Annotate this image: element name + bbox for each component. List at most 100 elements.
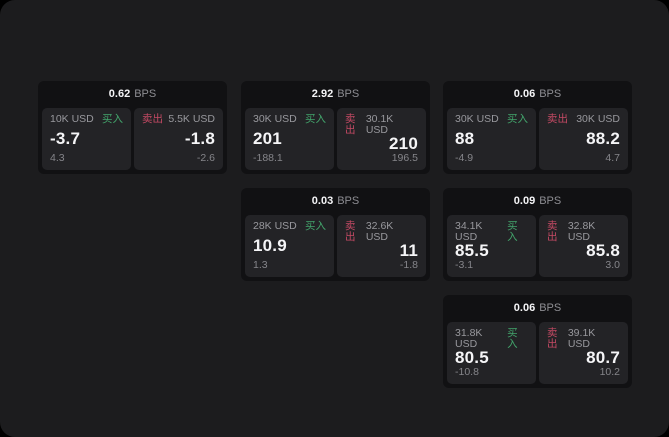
card-header: 0.06 BPS <box>443 295 632 322</box>
bps-unit: BPS <box>539 302 562 314</box>
card-body: 10K USD 买入 -3.7 4.3 卖出 5.5K USD -1.8 -2.… <box>38 108 227 170</box>
bps-unit: BPS <box>539 195 562 207</box>
bps-value: 0.06 <box>513 302 536 314</box>
buy-panel[interactable]: 31.8K USD 买入 80.5 -10.8 <box>447 322 536 384</box>
buy-side-label: 买入 <box>102 113 123 125</box>
card-body: 30K USD 买入 201 -188.1 卖出 30.1K USD 210 1… <box>241 108 430 170</box>
sell-price: 210 <box>389 134 418 154</box>
sell-amount: 30.1K USD <box>365 113 394 136</box>
bps-value: 0.06 <box>513 88 536 100</box>
card-body: 30K USD 买入 88 -4.9 卖出 30K USD 88.2 4.7 <box>443 108 632 170</box>
buy-side-label: 买入 <box>507 113 528 125</box>
buy-price: 80.5 <box>455 348 489 368</box>
sell-panel[interactable]: 卖出 32.6K USD 11 -1.8 <box>337 215 426 277</box>
sell-change: 3.0 <box>605 258 620 271</box>
buy-price: 85.5 <box>455 241 489 261</box>
sell-change: -2.6 <box>196 151 215 164</box>
sell-side-label: 卖出 <box>142 113 163 125</box>
buy-side-label: 买入 <box>305 113 326 125</box>
buy-panel[interactable]: 34.1K USD 买入 85.5 -3.1 <box>447 215 536 277</box>
bps-value: 0.09 <box>513 195 536 207</box>
sell-amount: 32.8K USD <box>567 220 596 243</box>
sell-panel[interactable]: 卖出 39.1K USD 80.7 10.2 <box>539 322 628 384</box>
sell-amount: 32.6K USD <box>365 220 394 243</box>
sell-change: 196.5 <box>391 151 418 164</box>
card-body: 31.8K USD 买入 80.5 -10.8 卖出 39.1K USD 80.… <box>443 322 632 384</box>
sell-side-label: 卖出 <box>345 113 356 136</box>
sell-change: 4.7 <box>605 151 620 164</box>
buy-panel[interactable]: 30K USD 买入 201 -188.1 <box>245 108 334 170</box>
buy-panel-top: 28K USD 买入 <box>253 221 326 232</box>
card-header: 0.62 BPS <box>38 81 227 108</box>
buy-change: 1.3 <box>253 258 268 271</box>
sell-side-label: 卖出 <box>547 113 568 125</box>
sell-panel-top: 卖出 30K USD <box>547 114 620 125</box>
bps-value: 2.92 <box>311 88 334 100</box>
quote-card-3: 0.06 BPS 30K USD 买入 88 -4.9 卖出 30K USD 8… <box>443 81 632 174</box>
buy-panel[interactable]: 30K USD 买入 88 -4.9 <box>447 108 536 170</box>
bps-unit: BPS <box>539 88 562 100</box>
buy-change: -188.1 <box>253 151 283 164</box>
sell-panel-top: 卖出 32.6K USD <box>345 221 418 242</box>
buy-amount: 30K USD <box>253 113 297 125</box>
buy-change: 4.3 <box>50 151 65 164</box>
bps-unit: BPS <box>337 195 360 207</box>
sell-panel[interactable]: 卖出 5.5K USD -1.8 -2.6 <box>134 108 223 170</box>
buy-amount: 34.1K USD <box>455 220 483 243</box>
sell-amount: 39.1K USD <box>567 327 596 350</box>
buy-side-label: 买入 <box>507 220 518 243</box>
sell-panel-top: 卖出 5.5K USD <box>142 114 215 125</box>
buy-change: -4.9 <box>455 151 474 164</box>
buy-change: -3.1 <box>455 258 474 271</box>
quote-card-2: 2.92 BPS 30K USD 买入 201 -188.1 卖出 30.1K … <box>241 81 430 174</box>
quote-card-5: 0.09 BPS 34.1K USD 买入 85.5 -3.1 卖出 32.8K… <box>443 188 632 281</box>
bps-value: 0.62 <box>108 88 131 100</box>
buy-amount: 28K USD <box>253 220 297 232</box>
buy-panel-top: 10K USD 买入 <box>50 114 123 125</box>
buy-panel[interactable]: 10K USD 买入 -3.7 4.3 <box>42 108 131 170</box>
bps-unit: BPS <box>337 88 360 100</box>
sell-change: 10.2 <box>599 365 620 378</box>
quote-card-4: 0.03 BPS 28K USD 买入 10.9 1.3 卖出 32.6K US… <box>241 188 430 281</box>
sell-panel[interactable]: 卖出 30.1K USD 210 196.5 <box>337 108 426 170</box>
buy-panel-top: 30K USD 买入 <box>253 114 326 125</box>
sell-price: 88.2 <box>586 129 620 148</box>
buy-amount: 31.8K USD <box>455 327 483 350</box>
sell-price: 11 <box>399 241 418 261</box>
buy-price: -3.7 <box>50 129 81 148</box>
buy-panel-top: 31.8K USD 买入 <box>455 328 528 349</box>
sell-side-label: 卖出 <box>547 327 558 350</box>
bps-unit: BPS <box>134 88 157 100</box>
sell-side-label: 卖出 <box>547 220 558 243</box>
card-header: 0.09 BPS <box>443 188 632 215</box>
card-body: 34.1K USD 买入 85.5 -3.1 卖出 32.8K USD 85.8… <box>443 215 632 277</box>
buy-price: 201 <box>253 129 282 148</box>
sell-panel[interactable]: 卖出 32.8K USD 85.8 3.0 <box>539 215 628 277</box>
card-body: 28K USD 买入 10.9 1.3 卖出 32.6K USD 11 -1.8 <box>241 215 430 277</box>
sell-panel[interactable]: 卖出 30K USD 88.2 4.7 <box>539 108 628 170</box>
buy-price: 88 <box>455 129 475 148</box>
buy-amount: 30K USD <box>455 113 499 125</box>
buy-panel-top: 30K USD 买入 <box>455 114 528 125</box>
buy-amount: 10K USD <box>50 113 94 125</box>
buy-panel-top: 34.1K USD 买入 <box>455 221 528 242</box>
sell-side-label: 卖出 <box>345 220 356 243</box>
card-header: 0.03 BPS <box>241 188 430 215</box>
buy-side-label: 买入 <box>507 327 518 350</box>
card-header: 0.06 BPS <box>443 81 632 108</box>
sell-panel-top: 卖出 32.8K USD <box>547 221 620 242</box>
quote-card-1: 0.62 BPS 10K USD 买入 -3.7 4.3 卖出 5.5K USD… <box>38 81 227 174</box>
sell-panel-top: 卖出 39.1K USD <box>547 328 620 349</box>
sell-panel-top: 卖出 30.1K USD <box>345 114 418 135</box>
buy-price: 10.9 <box>253 236 287 255</box>
sell-amount: 30K USD <box>576 113 620 125</box>
bps-value: 0.03 <box>311 195 334 207</box>
sell-change: -1.8 <box>399 258 418 271</box>
sell-amount: 5.5K USD <box>168 113 215 125</box>
sell-price: 80.7 <box>586 348 620 368</box>
sell-price: 85.8 <box>586 241 620 261</box>
buy-change: -10.8 <box>455 365 479 378</box>
buy-side-label: 买入 <box>305 220 326 232</box>
buy-panel[interactable]: 28K USD 买入 10.9 1.3 <box>245 215 334 277</box>
